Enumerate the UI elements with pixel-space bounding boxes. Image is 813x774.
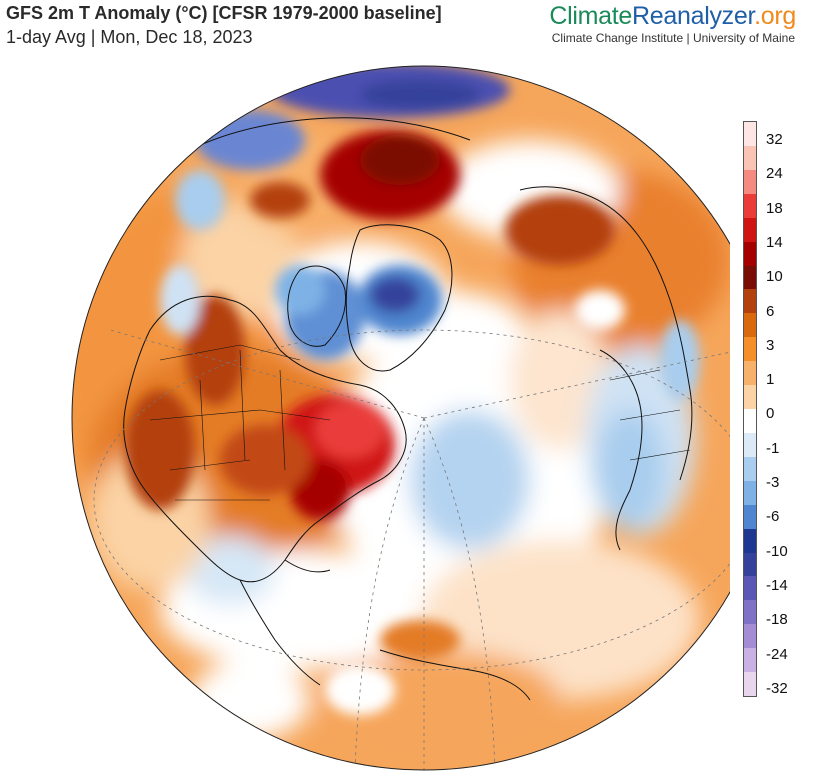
legend-color-band	[744, 672, 756, 697]
legend-color-band	[744, 480, 756, 506]
legend-tick-label: 1	[766, 371, 775, 389]
legend-color-band	[744, 145, 756, 171]
legend-tick-label: -1	[766, 439, 780, 457]
brand-logo-part1: Climate	[549, 2, 633, 30]
brand-logo-part2: Reanalyzer	[632, 2, 755, 30]
legend-color-band	[744, 385, 756, 410]
legend-color-band	[744, 122, 756, 147]
brand-logo[interactable]: ClimateReanalyzer.org	[549, 2, 796, 31]
brand-logo-part3: .org	[754, 2, 796, 30]
legend-color-band	[744, 169, 756, 195]
globe-map[interactable]	[0, 0, 730, 774]
legend-tick-label: 24	[766, 165, 783, 183]
legend-tick-label: 3	[766, 336, 775, 354]
globe-outline	[71, 65, 730, 771]
anomaly-field	[72, 66, 730, 770]
chart-subtitle: 1-day Avg | Mon, Dec 18, 2023	[6, 27, 253, 47]
legend-tick-label: 10	[766, 268, 783, 286]
legend-color-band	[744, 193, 756, 219]
legend-color-band	[744, 624, 756, 649]
legend-color-band	[744, 265, 756, 290]
legend-tick-label: -10	[766, 542, 788, 560]
legend-color-band	[744, 289, 756, 314]
legend-color-band	[744, 600, 756, 625]
legend-color-band	[744, 648, 756, 673]
land-outlines	[123, 117, 693, 701]
legend-color-band	[744, 576, 756, 601]
legend-color-band	[744, 361, 756, 386]
legend-tick-label: 14	[766, 233, 783, 251]
legend-color-band	[744, 432, 756, 458]
legend-tick-label: -6	[766, 508, 780, 526]
legend-tick-label: 0	[766, 405, 775, 423]
graticule	[93, 329, 730, 770]
legend-color-band	[744, 337, 756, 362]
brand-tagline: Climate Change Institute | University of…	[551, 31, 795, 45]
legend-color-band	[744, 552, 756, 577]
legend-tick-label: 6	[766, 302, 775, 320]
legend-tick-label: -14	[766, 576, 788, 594]
legend-color-band	[744, 504, 756, 530]
political-boundaries	[149, 344, 691, 501]
legend-color-band	[744, 456, 756, 482]
legend-color-band	[744, 528, 756, 553]
legend-color-band	[744, 409, 756, 434]
legend-color-band	[744, 241, 756, 266]
legend-tick-label: 18	[766, 199, 783, 217]
color-legend	[743, 121, 757, 697]
legend-tick-label: -3	[766, 474, 780, 491]
chart-title: GFS 2m T Anomaly (°C) [CFSR 1979-2000 ba…	[6, 3, 442, 23]
legend-tick-label: 32	[766, 131, 783, 148]
legend-color-band	[744, 313, 756, 338]
legend-tick-label: -32	[766, 679, 788, 697]
legend-color-band	[744, 217, 756, 243]
legend-tick-label: -24	[766, 645, 788, 663]
legend-tick-label: -18	[766, 611, 788, 629]
